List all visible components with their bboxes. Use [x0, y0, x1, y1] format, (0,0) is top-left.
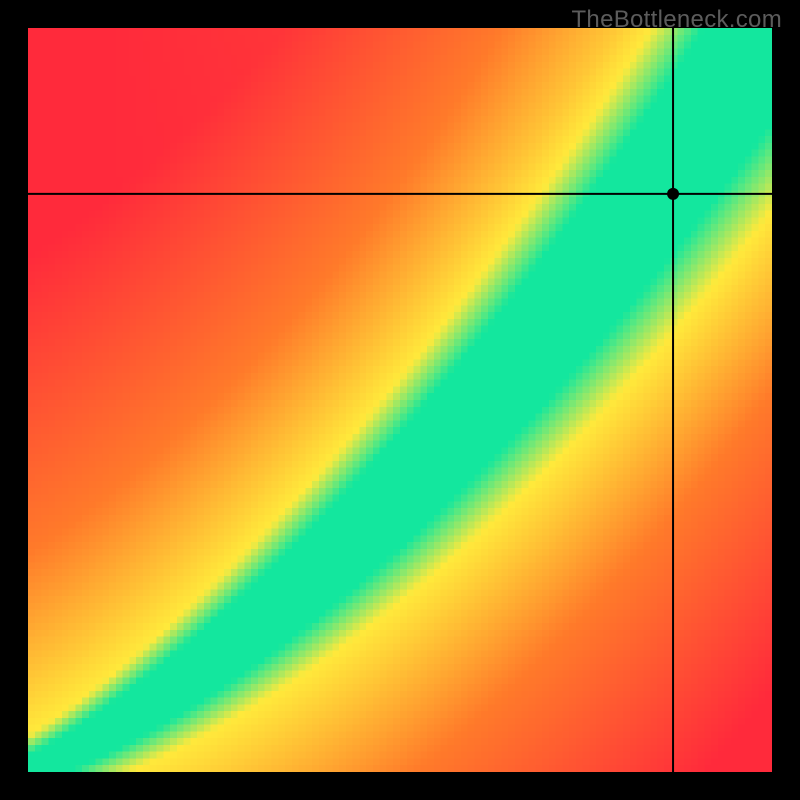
- watermark-text: TheBottleneck.com: [571, 6, 782, 34]
- chart-container: TheBottleneck.com: [0, 0, 800, 800]
- heatmap-canvas: [28, 28, 772, 772]
- plot-area: [28, 28, 772, 772]
